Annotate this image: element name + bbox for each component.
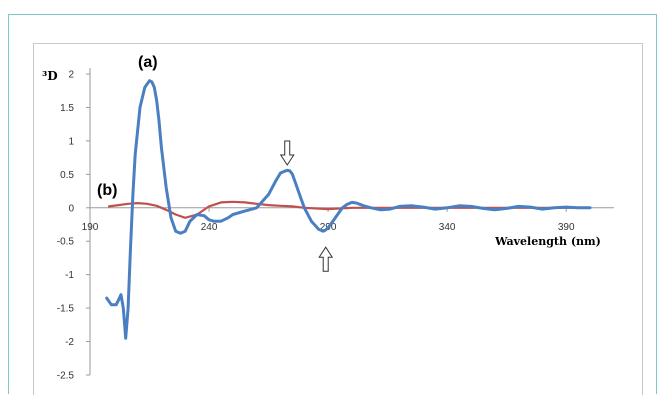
- chart-frame: [33, 43, 643, 395]
- y-tick-label: -2: [65, 337, 74, 348]
- y-tick-label: -1: [65, 270, 74, 281]
- x-axis-title: Wavelength (nm): [494, 235, 601, 248]
- outer-frame: [8, 14, 657, 394]
- x-tick-label: 390: [558, 222, 575, 233]
- series-line-a: [105, 79, 592, 340]
- y-tick-label: 0.5: [60, 170, 74, 181]
- y-tick-label: 1: [68, 136, 74, 147]
- series-label-b: (b): [97, 182, 117, 199]
- arrow-up-icon: [318, 246, 334, 272]
- arrow-down-icon: [279, 140, 295, 166]
- y-tick-label: 1.5: [60, 103, 74, 114]
- y-tick-label: -2.5: [57, 371, 75, 382]
- series-layer: [105, 79, 592, 340]
- labels-layer: ³D Wavelength (nm) (a) (b): [42, 54, 601, 272]
- x-tick-label: 340: [439, 222, 456, 233]
- x-tick-label: 190: [82, 222, 99, 233]
- y-tick-label: -1.5: [57, 304, 75, 315]
- x-tick-label: 240: [201, 222, 218, 233]
- y-tick-label: 0: [68, 203, 74, 214]
- y-tick-label: -0.5: [57, 237, 75, 248]
- series-label-a: (a): [138, 54, 158, 71]
- y-tick-label: 2: [68, 70, 74, 81]
- y-axis-title: ³D: [42, 69, 58, 83]
